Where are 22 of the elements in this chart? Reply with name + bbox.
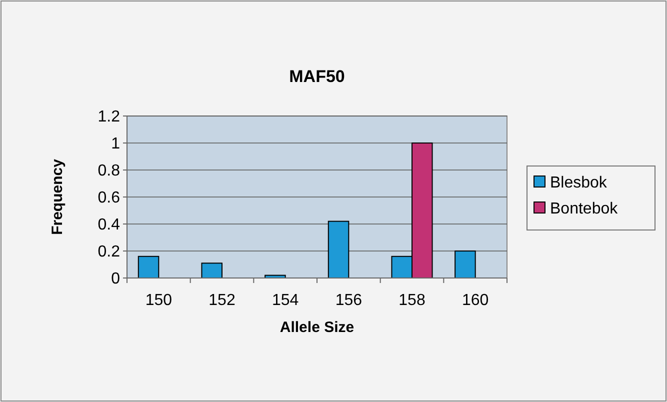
bar — [201, 262, 222, 278]
y-tick-label: 0.6 — [98, 190, 120, 207]
legend-label: Blesbok — [550, 174, 608, 192]
x-tick-label: 154 — [272, 292, 299, 309]
y-tick-label: 0 — [111, 270, 120, 288]
x-tick-label: 150 — [145, 292, 172, 309]
y-tick-label: 1.2 — [98, 108, 120, 126]
x-tick-label: 156 — [335, 292, 362, 309]
x-tick-label: 152 — [208, 292, 236, 309]
bar — [454, 250, 476, 278]
bar — [328, 220, 350, 278]
legend-label: Bontebok — [550, 200, 619, 218]
x-tick-label: 158 — [398, 292, 426, 309]
chart-title: MAF50 — [289, 67, 345, 86]
y-tick-label: 1 — [111, 136, 120, 153]
y-axis-title: Frequency — [49, 158, 66, 235]
x-axis-title: Allele Size — [280, 319, 354, 336]
bar — [138, 256, 160, 278]
y-tick-label: 0.8 — [98, 162, 120, 180]
y-tick-label: 0.4 — [98, 216, 120, 234]
x-tick-label: 160 — [462, 292, 489, 309]
y-tick-label: 0.2 — [98, 244, 120, 261]
